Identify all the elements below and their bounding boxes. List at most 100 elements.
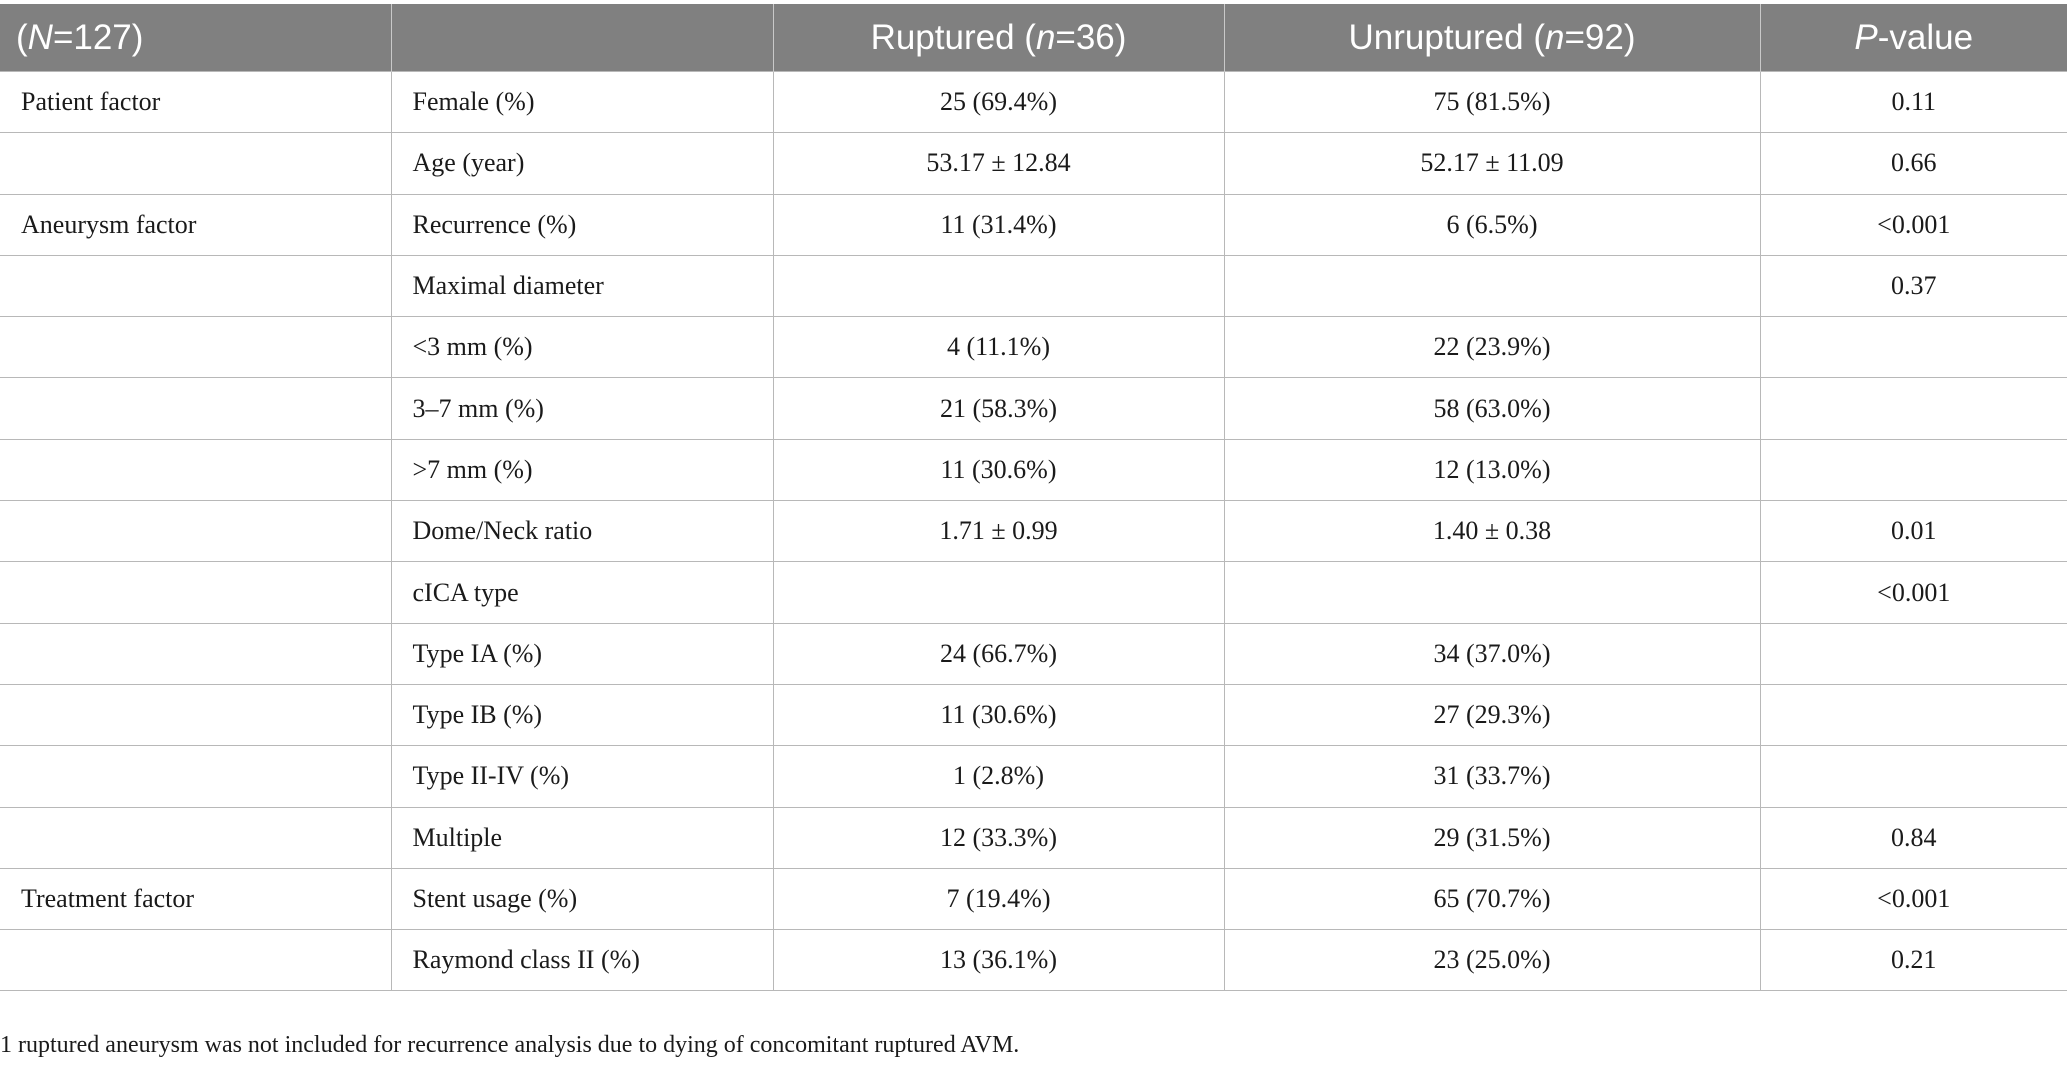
cell-group [0,500,392,563]
table-row: Dome/Neck ratio 1.71 ± 0.99 1.40 ± 0.38 … [0,500,2067,563]
cell-unruptured: 52.17 ± 11.09 [1223,132,1761,195]
cell-unruptured: 23 (25.0%) [1223,929,1761,992]
table-body: Patient factor Female (%) 25 (69.4%) 75 … [0,70,2067,992]
cell-unruptured [1223,561,1761,624]
cell-ruptured: 21 (58.3%) [772,377,1225,440]
cell-variable: Type IB (%) [390,683,774,747]
cell-p-value: 0.11 [1759,70,2067,134]
cell-p-value: <0.001 [1759,867,2067,931]
header-unruptured-pre: Unruptured ( [1348,17,1545,57]
cell-unruptured: 65 (70.7%) [1223,867,1761,931]
data-table-container: (N=127) Ruptured (n=36) Unruptured (n=92… [0,4,2067,992]
cell-group [0,745,392,808]
cell-p-value [1759,683,2067,747]
header-p-value: P-value [1759,4,2067,72]
cell-ruptured: 53.17 ± 12.84 [772,132,1225,195]
cell-variable: Recurrence (%) [390,193,774,256]
cell-variable: Dome/Neck ratio [390,500,774,563]
cell-group [0,806,392,869]
cell-unruptured: 27 (29.3%) [1223,683,1761,747]
table-row: Age (year) 53.17 ± 12.84 52.17 ± 11.09 0… [0,132,2067,195]
table-row: Type IA (%) 24 (66.7%) 34 (37.0%) [0,622,2067,685]
table-row: Raymond class II (%) 13 (36.1%) 23 (25.0… [0,929,2067,992]
cell-ruptured: 13 (36.1%) [772,929,1225,992]
table-row: 3–7 mm (%) 21 (58.3%) 58 (63.0%) [0,377,2067,440]
cell-ruptured: 11 (30.6%) [772,683,1225,747]
comparison-table: (N=127) Ruptured (n=36) Unruptured (n=92… [0,4,2067,992]
header-unruptured: Unruptured (n=92) [1223,4,1761,72]
cell-group: Patient factor [0,70,392,134]
table-row: Treatment factor Stent usage (%) 7 (19.4… [0,867,2067,931]
cell-p-value [1759,622,2067,685]
cell-variable: Female (%) [390,70,774,134]
cell-ruptured: 1.71 ± 0.99 [772,500,1225,563]
table-row: <3 mm (%) 4 (11.1%) 22 (23.9%) [0,316,2067,379]
cell-p-value: <0.001 [1759,193,2067,256]
table-header: (N=127) Ruptured (n=36) Unruptured (n=92… [0,4,2067,72]
cell-unruptured: 58 (63.0%) [1223,377,1761,440]
cell-ruptured: 12 (33.3%) [772,806,1225,869]
cell-ruptured: 7 (19.4%) [772,867,1225,931]
table-row: Aneurysm factor Recurrence (%) 11 (31.4%… [0,193,2067,256]
cell-p-value [1759,316,2067,379]
cell-unruptured: 22 (23.9%) [1223,316,1761,379]
cell-ruptured [772,254,1225,318]
cell-ruptured: 11 (31.4%) [772,193,1225,256]
cell-ruptured: 11 (30.6%) [772,438,1225,502]
cell-group [0,254,392,318]
cell-p-value: 0.84 [1759,806,2067,869]
cell-p-value: <0.001 [1759,561,2067,624]
cell-p-value [1759,377,2067,440]
cell-variable: Age (year) [390,132,774,195]
cell-variable: <3 mm (%) [390,316,774,379]
cell-ruptured: 4 (11.1%) [772,316,1225,379]
cell-group [0,929,392,992]
cell-ruptured: 25 (69.4%) [772,70,1225,134]
header-variable [390,4,774,72]
header-total-n-post: =127) [52,17,144,57]
cell-unruptured: 1.40 ± 0.38 [1223,500,1761,563]
cell-variable: Multiple [390,806,774,869]
cell-group [0,438,392,502]
header-ruptured-var: n [1035,17,1056,57]
header-ruptured-pre: Ruptured ( [870,17,1036,57]
cell-p-value: 0.01 [1759,500,2067,563]
cell-unruptured: 31 (33.7%) [1223,745,1761,808]
cell-group [0,622,392,685]
table-footnote: 1 ruptured aneurysm was not included for… [0,1032,1020,1058]
cell-group [0,561,392,624]
cell-unruptured: 6 (6.5%) [1223,193,1761,256]
header-row: (N=127) Ruptured (n=36) Unruptured (n=92… [0,4,2067,72]
cell-group [0,377,392,440]
cell-variable: >7 mm (%) [390,438,774,502]
cell-unruptured: 12 (13.0%) [1223,438,1761,502]
table-row: Maximal diameter 0.37 [0,254,2067,318]
header-ruptured-post: =36) [1055,17,1127,57]
cell-p-value: 0.37 [1759,254,2067,318]
cell-p-value [1759,438,2067,502]
cell-variable: Raymond class II (%) [390,929,774,992]
cell-ruptured: 1 (2.8%) [772,745,1225,808]
header-unruptured-post: =92) [1564,17,1636,57]
table-row: >7 mm (%) 11 (30.6%) 12 (13.0%) [0,438,2067,502]
table-row: Patient factor Female (%) 25 (69.4%) 75 … [0,70,2067,134]
cell-p-value [1759,745,2067,808]
cell-group [0,132,392,195]
header-total-n-var: N [27,17,53,57]
cell-variable: 3–7 mm (%) [390,377,774,440]
cell-variable: Type II-IV (%) [390,745,774,808]
cell-unruptured: 29 (31.5%) [1223,806,1761,869]
header-total-n: (N=127) [0,4,392,72]
header-total-n-pre: ( [16,17,28,57]
cell-group [0,316,392,379]
cell-p-value: 0.21 [1759,929,2067,992]
cell-variable: Maximal diameter [390,254,774,318]
cell-group: Aneurysm factor [0,193,392,256]
cell-unruptured: 75 (81.5%) [1223,70,1761,134]
cell-unruptured: 34 (37.0%) [1223,622,1761,685]
table-row: Multiple 12 (33.3%) 29 (31.5%) 0.84 [0,806,2067,869]
table-row: cICA type <0.001 [0,561,2067,624]
cell-ruptured [772,561,1225,624]
table-row: Type IB (%) 11 (30.6%) 27 (29.3%) [0,683,2067,747]
cell-variable: cICA type [390,561,774,624]
